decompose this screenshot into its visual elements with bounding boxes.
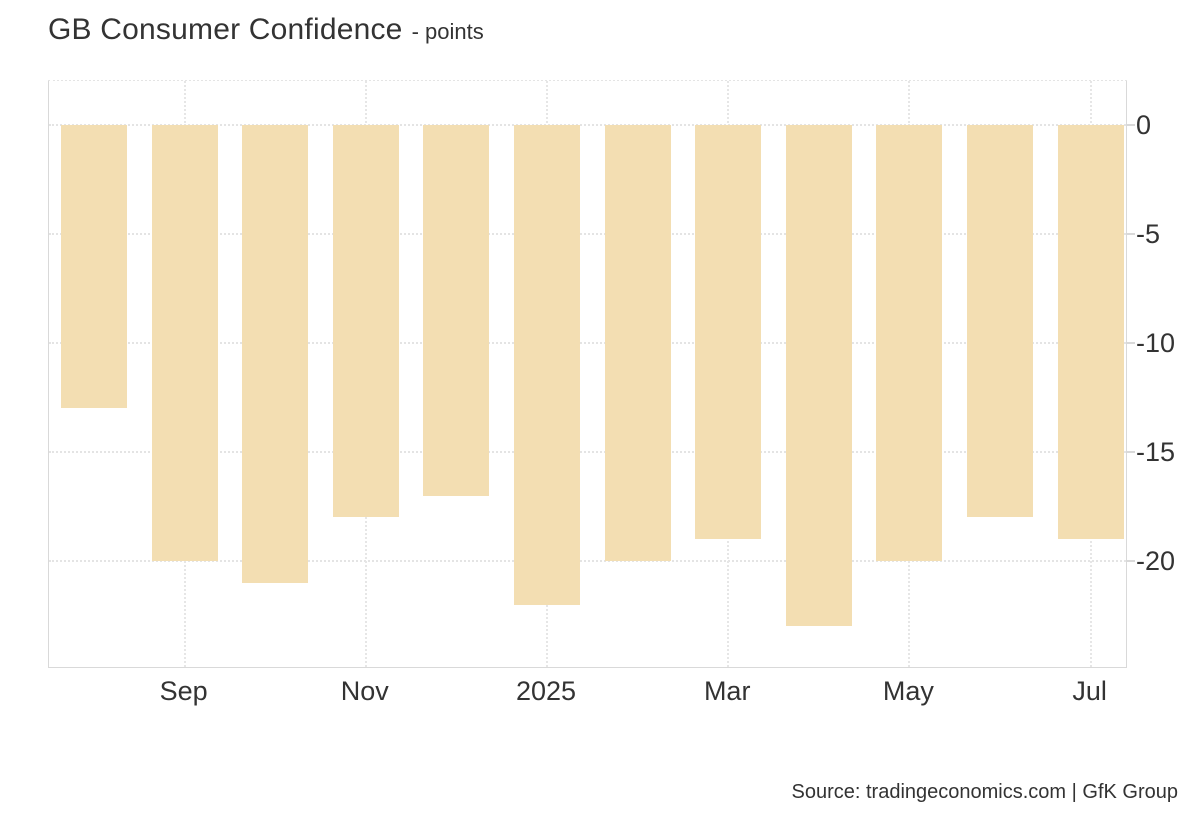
x-tick-label: May xyxy=(882,676,934,706)
bar-feb-2025[interactable] xyxy=(604,125,671,561)
bar-sep-2024[interactable] xyxy=(151,125,218,561)
plot-area xyxy=(48,81,1127,668)
gridline-y--5 xyxy=(49,233,1126,235)
bar-aug-2024[interactable] xyxy=(61,125,127,409)
gridline-y--15 xyxy=(49,451,1126,453)
y-tick-label: -10 xyxy=(1136,328,1176,358)
gridline-y--20 xyxy=(49,560,1126,562)
x-tick-label: Sep xyxy=(159,676,208,706)
source-attribution: Source: tradingeconomics.com | GfK Group xyxy=(791,781,1178,803)
bar-jan-2025[interactable] xyxy=(514,125,580,605)
y-tick-label: -5 xyxy=(1136,219,1161,249)
chart-title: GB Consumer Confidence xyxy=(48,13,403,46)
x-tick-label: Nov xyxy=(340,676,389,706)
y-tick-mark xyxy=(1126,233,1135,235)
bar-jun-2025[interactable] xyxy=(967,125,1033,518)
gridline-y-0 xyxy=(49,124,1126,126)
y-tick-label: -15 xyxy=(1136,437,1176,467)
chart-header: GB Consumer Confidence - points xyxy=(48,13,484,47)
bar-may-2025[interactable] xyxy=(876,125,943,561)
y-tick-mark xyxy=(1126,560,1135,562)
gridline-y--10 xyxy=(49,342,1126,344)
x-tick-label: Mar xyxy=(703,676,751,706)
y-tick-mark xyxy=(1126,342,1135,344)
bar-jul-2025[interactable] xyxy=(1057,125,1124,540)
y-tick-mark xyxy=(1126,124,1135,126)
x-tick-label: Jul xyxy=(1072,676,1107,706)
bar-nov-2024[interactable] xyxy=(332,125,399,518)
x-tick-label: 2025 xyxy=(515,676,577,706)
bar-oct-2024[interactable] xyxy=(242,125,309,583)
y-tick-mark xyxy=(1126,451,1135,453)
chart-subtitle: - points xyxy=(411,19,484,44)
bar-mar-2025[interactable] xyxy=(695,125,762,540)
y-tick-label: -20 xyxy=(1136,546,1176,576)
bar-dec-2024[interactable] xyxy=(423,125,490,496)
bar-apr-2025[interactable] xyxy=(785,125,852,627)
y-tick-label: 0 xyxy=(1136,110,1152,140)
